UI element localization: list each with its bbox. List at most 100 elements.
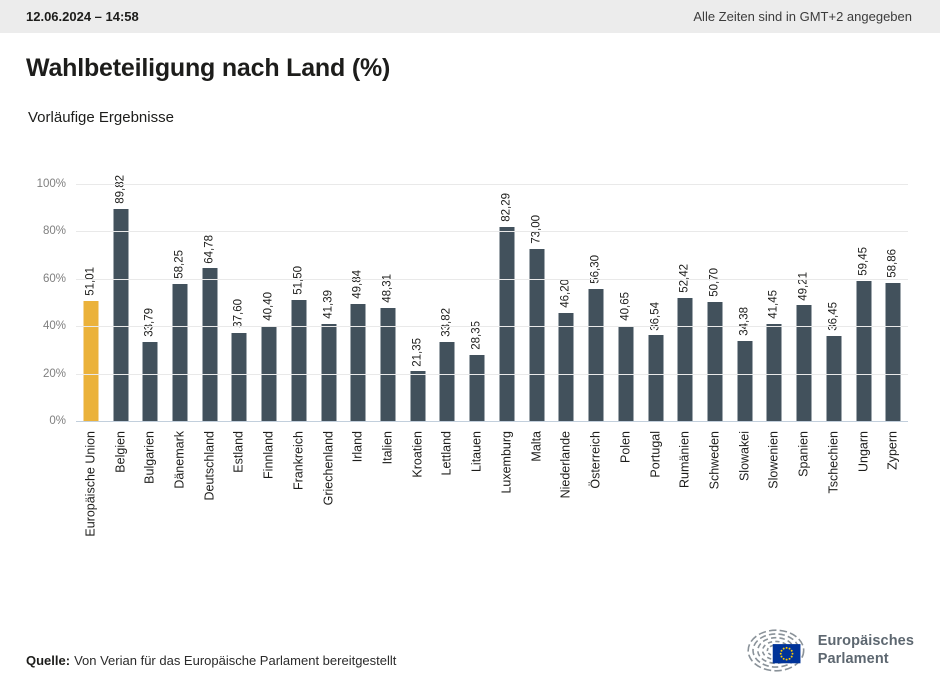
logo-text-line1: Europäisches <box>817 633 914 650</box>
bar-column: 33,82 Lettland <box>433 185 463 475</box>
bar-value-label: 49,84 <box>351 270 364 299</box>
bar <box>766 323 782 422</box>
bar-column: 40,40 Finnland <box>254 185 284 479</box>
x-axis-label: Ungarn <box>856 431 871 472</box>
top-bar: 12.06.2024 – 14:58 Alle Zeiten sind in G… <box>0 0 940 33</box>
x-axis-label: Deutschland <box>202 431 217 501</box>
bar <box>469 354 485 422</box>
bar-column: 49,21 Spanien <box>789 185 819 477</box>
bar-value-label: 50,70 <box>708 268 721 297</box>
bar-column: 73,00 Malta <box>522 185 552 462</box>
bar-column: 50,70 Schweden <box>700 185 730 489</box>
bar-value-label: 41,45 <box>767 289 780 319</box>
x-axis-label: Slowakei <box>737 431 752 482</box>
bar <box>856 281 872 422</box>
bar-column: 34,38 Slowakei <box>730 185 760 481</box>
bar <box>113 209 129 422</box>
bar-column: 56,30 Österreich <box>581 185 611 489</box>
report-datetime: 12.06.2024 – 14:58 <box>26 9 139 24</box>
bar-value-label: 58,86 <box>886 248 899 278</box>
bar-column: 51,50 Frankreich <box>284 185 314 490</box>
x-axis-label: Schweden <box>707 431 722 490</box>
bar <box>499 226 515 422</box>
gridline <box>76 279 908 280</box>
bar-column: 33,79 Bulgarien <box>135 185 165 484</box>
x-axis-label: Luxemburg <box>499 431 514 494</box>
bar-column: 41,45 Slowenien <box>760 185 790 489</box>
bar <box>380 307 396 422</box>
chart-subtitle: Vorläufige Ergebnisse <box>28 109 174 126</box>
bar <box>648 335 664 422</box>
bar-value-label: 34,38 <box>738 306 751 336</box>
x-axis-label: Griechenland <box>321 431 336 506</box>
bar <box>796 305 812 422</box>
x-axis-label: Lettland <box>439 431 454 476</box>
bar <box>291 299 307 422</box>
bar-value-label: 21,35 <box>411 337 424 367</box>
x-axis-label: Österreich <box>588 431 603 489</box>
european-parliament-logo: Europäisches Parlament <box>745 627 914 674</box>
bar <box>885 282 901 422</box>
x-axis-label: Kroatien <box>410 431 425 478</box>
x-axis-label: Spanien <box>796 431 811 477</box>
bar <box>350 303 366 422</box>
x-axis-label: Litauen <box>469 431 484 473</box>
bar <box>172 283 188 422</box>
bar <box>83 301 99 422</box>
gridline <box>76 374 908 375</box>
gridline <box>76 231 908 232</box>
bar-value-label: 58,25 <box>173 250 186 279</box>
x-axis-label: Frankreich <box>291 431 306 491</box>
source-label: Quelle: <box>26 653 71 668</box>
bar-value-label: 41,39 <box>322 290 335 319</box>
x-axis-label: Zypern <box>885 431 900 470</box>
bar-column: 49,84 Irland <box>343 185 373 462</box>
x-axis-label: Malta <box>529 431 544 462</box>
bar-column: 64,78 Deutschland <box>195 185 225 501</box>
bar-value-label: 89,82 <box>114 175 127 205</box>
bar-value-label: 51,50 <box>292 266 305 295</box>
bar-column: 89,82 Belgien <box>106 175 136 473</box>
bar <box>142 341 158 422</box>
gridline <box>76 326 908 327</box>
x-axis-label: Finnland <box>261 431 276 479</box>
bar-column: 48,31 Italien <box>373 185 403 464</box>
y-tick-label: 40% <box>42 320 66 332</box>
bar-value-label: 40,40 <box>262 292 275 322</box>
bar <box>529 249 545 422</box>
bar <box>321 323 337 422</box>
hemicycle-icon <box>747 629 805 672</box>
bar <box>707 301 723 422</box>
bar-column: 41,39 Griechenland <box>314 185 344 505</box>
bar-column: 46,20 Niederlande <box>552 185 582 498</box>
page-title: Wahlbeteiligung nach Land (%) <box>26 54 391 82</box>
bar <box>202 268 218 422</box>
turnout-bar-chart: 51,01 Europäische Union 89,82 Belgien 33,79 B… <box>0 175 940 557</box>
bar-value-label: 40,65 <box>619 291 632 321</box>
x-axis-label: Slowenien <box>766 431 781 489</box>
bar-value-label: 33,82 <box>440 308 453 337</box>
x-axis-label: Europäische Union <box>83 431 98 537</box>
bar <box>588 288 604 422</box>
bar-value-label: 46,20 <box>559 278 572 308</box>
bar <box>439 341 455 422</box>
bar-column: 21,35 Kroatien <box>403 185 433 478</box>
plot-area: 51,01 Europäische Union 89,82 Belgien 33,79 B… <box>76 175 908 537</box>
x-axis-label: Polen <box>618 431 633 463</box>
x-axis-label: Tschechien <box>826 431 841 494</box>
timezone-note: Alle Zeiten sind in GMT+2 angegeben <box>693 9 912 24</box>
x-axis-label: Niederlande <box>558 431 573 499</box>
bar-column: 51,01 Europäische Union <box>76 185 106 537</box>
bar <box>677 297 693 422</box>
bar-column: 82,29 Luxemburg <box>492 185 522 494</box>
bar <box>410 371 426 422</box>
logo-text-line2: Parlament <box>817 650 889 667</box>
x-axis-label: Dänemark <box>172 431 187 489</box>
bar-column: 36,45 Tschechien <box>819 185 849 494</box>
bar-column: 59,45 Ungarn <box>849 185 879 472</box>
bar-value-label: 59,45 <box>857 247 870 277</box>
x-axis-line <box>76 421 908 422</box>
y-tick-label: 0% <box>49 415 66 427</box>
bar <box>826 335 842 422</box>
y-tick-label: 20% <box>42 368 66 380</box>
